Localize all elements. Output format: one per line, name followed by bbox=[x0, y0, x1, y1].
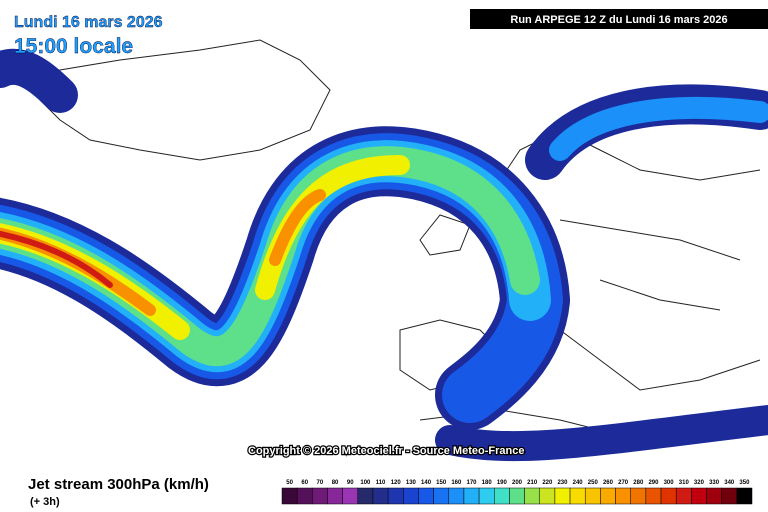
legend-label: 300 bbox=[664, 480, 675, 486]
legend-swatch bbox=[539, 487, 556, 505]
legend-label: 170 bbox=[467, 480, 478, 486]
legend-label: 280 bbox=[633, 480, 644, 486]
legend-label: 110 bbox=[376, 480, 386, 486]
legend-label: 90 bbox=[347, 480, 354, 486]
legend-label: 150 bbox=[436, 480, 447, 486]
legend-label: 350 bbox=[739, 480, 750, 486]
legend-label: 100 bbox=[360, 480, 371, 486]
time-label: 15:00 locale bbox=[14, 35, 133, 58]
date-label: Lundi 16 mars 2026 bbox=[14, 14, 163, 31]
legend-label: 60 bbox=[301, 480, 308, 486]
legend-label: 250 bbox=[588, 480, 599, 486]
legend-swatch bbox=[327, 487, 343, 505]
legend-swatch bbox=[418, 487, 434, 505]
legend-label: 70 bbox=[317, 480, 324, 486]
legend-swatch bbox=[554, 487, 571, 505]
legend-label: 230 bbox=[557, 480, 568, 486]
legend-label: 260 bbox=[603, 480, 614, 486]
legend-swatch bbox=[721, 487, 738, 505]
legend-swatch bbox=[509, 487, 525, 505]
legend-swatch bbox=[691, 487, 707, 505]
legend-swatch bbox=[524, 487, 540, 505]
legend-swatch bbox=[478, 487, 495, 505]
run-label: Run ARPEGE 12 Z du Lundi 16 mars 2026 bbox=[510, 14, 727, 26]
legend-swatch bbox=[706, 487, 722, 505]
legend-label: 330 bbox=[709, 480, 720, 486]
footer-step: (+ 3h) bbox=[30, 496, 60, 508]
legend-label: 190 bbox=[497, 480, 508, 486]
legend-swatch bbox=[281, 487, 298, 505]
legend-label: 210 bbox=[527, 480, 538, 486]
legend-swatch bbox=[312, 487, 328, 505]
legend-label: 340 bbox=[724, 480, 735, 486]
legend-swatch bbox=[463, 487, 480, 505]
legend-swatch bbox=[357, 487, 374, 505]
legend-swatch bbox=[645, 487, 662, 505]
legend-swatch bbox=[630, 487, 647, 505]
legend-swatch bbox=[448, 487, 465, 505]
footer-title: Jet stream 300hPa (km/h) bbox=[28, 476, 209, 493]
legend-swatch bbox=[584, 487, 601, 505]
legend-label: 160 bbox=[451, 480, 462, 486]
legend-swatch bbox=[660, 487, 677, 505]
legend-swatch bbox=[736, 487, 753, 505]
jet-stream bbox=[0, 48, 768, 462]
legend-swatch bbox=[342, 487, 359, 505]
legend-label: 220 bbox=[542, 480, 553, 486]
legend-label: 50 bbox=[286, 480, 293, 486]
legend-swatch bbox=[494, 487, 510, 505]
legend-swatch bbox=[372, 487, 389, 505]
legend-label: 180 bbox=[482, 480, 493, 486]
legend-label: 240 bbox=[573, 480, 584, 486]
legend-swatch bbox=[296, 487, 313, 505]
map-background bbox=[0, 0, 768, 468]
color-legend: 50 60 70 80 90 100 110 120 130 140 150 160 170 180 190… bbox=[281, 480, 753, 505]
legend-label: 270 bbox=[618, 480, 629, 486]
legend-swatch bbox=[600, 487, 616, 505]
legend-swatch bbox=[433, 487, 450, 505]
legend-label: 130 bbox=[406, 480, 417, 486]
legend-swatch bbox=[615, 487, 631, 505]
legend-label: 310 bbox=[679, 480, 690, 486]
run-box bbox=[470, 9, 768, 29]
legend-label: 200 bbox=[512, 480, 523, 486]
legend-label: 80 bbox=[332, 480, 339, 486]
copyright: Copyright © 2026 Meteociel.fr - Source M… bbox=[248, 445, 524, 457]
legend-swatch bbox=[569, 487, 586, 505]
legend-label: 140 bbox=[421, 480, 432, 486]
legend-label: 290 bbox=[648, 480, 659, 486]
legend-label: 120 bbox=[391, 480, 402, 486]
legend-label: 320 bbox=[694, 480, 705, 486]
legend-swatch bbox=[403, 487, 419, 505]
legend-swatch bbox=[675, 487, 692, 505]
legend-swatch bbox=[387, 487, 404, 505]
